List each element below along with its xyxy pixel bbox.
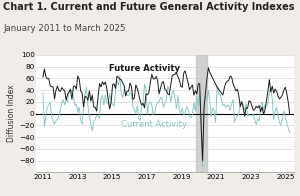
Y-axis label: Diffusion Index: Diffusion Index: [8, 85, 16, 142]
Text: Current Activity: Current Activity: [121, 120, 187, 129]
Bar: [196, 55, 207, 172]
Text: January 2011 to March 2025: January 2011 to March 2025: [3, 24, 125, 33]
Text: Future Activity: Future Activity: [109, 64, 180, 73]
Text: Chart 1. Current and Future General Activity Indexes: Chart 1. Current and Future General Acti…: [3, 2, 295, 12]
